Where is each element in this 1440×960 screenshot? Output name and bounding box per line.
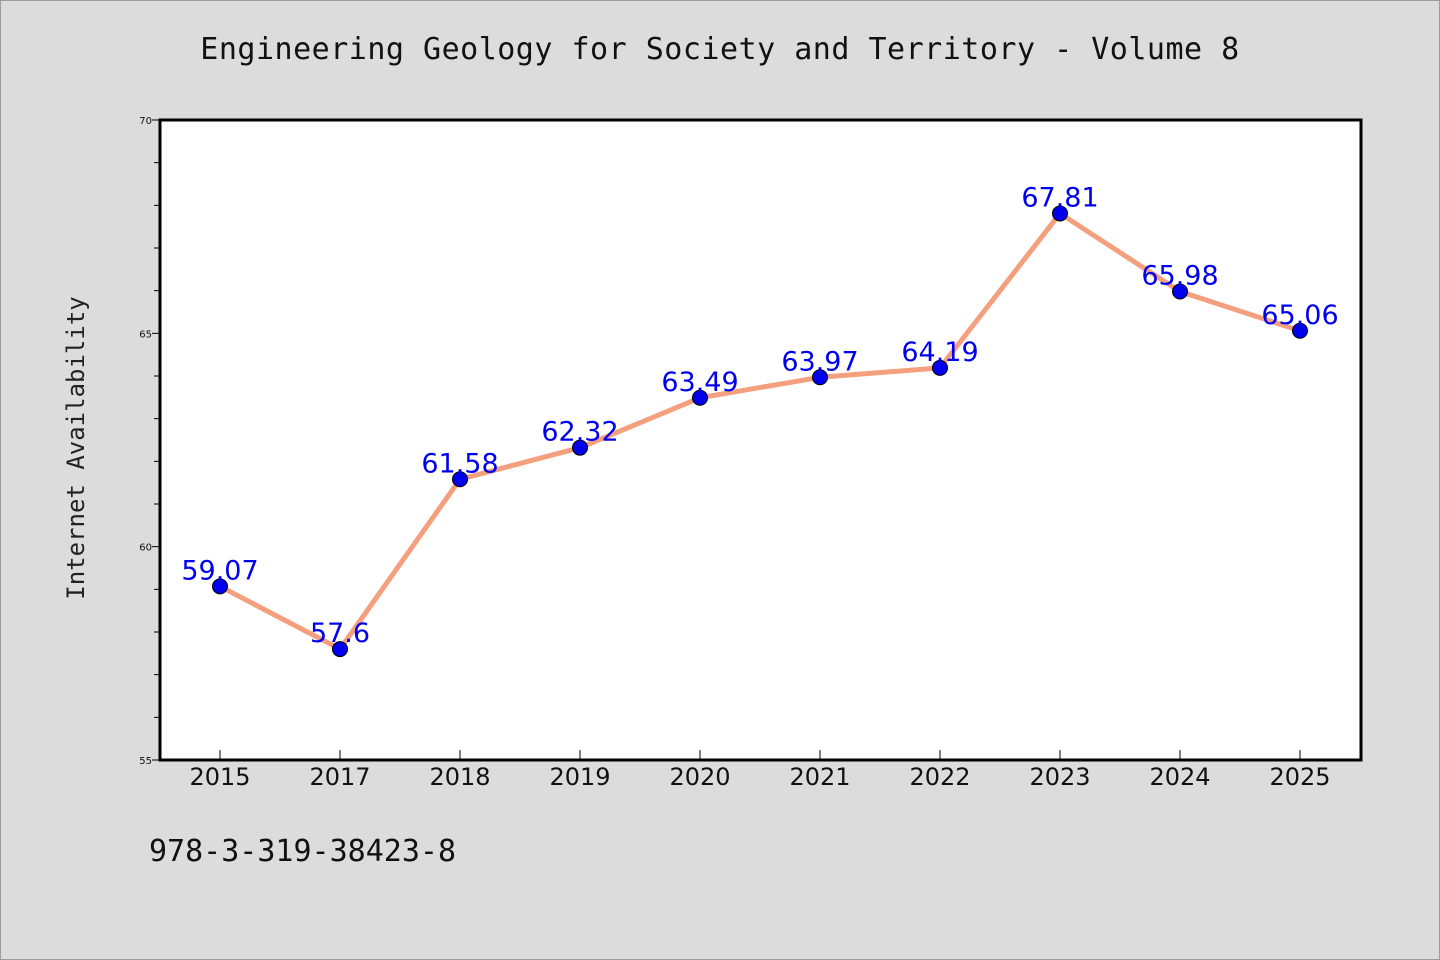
isbn-text: 978-3-319-38423-8 <box>149 834 457 869</box>
x-tick-label: 2018 <box>429 763 490 791</box>
x-tick-label: 2023 <box>1029 763 1090 791</box>
x-tick-label: 2020 <box>669 763 730 791</box>
x-tick-label: 2025 <box>1269 763 1330 791</box>
data-label: 59.07 <box>181 555 258 586</box>
x-tick-label: 2022 <box>909 763 970 791</box>
y-tick-label: 70 <box>139 116 152 127</box>
data-label: 65.06 <box>1261 300 1338 331</box>
chart-title: Engineering Geology for Society and Terr… <box>200 32 1240 67</box>
data-label: 57.6 <box>310 618 370 649</box>
x-tick-label: 2015 <box>189 763 250 791</box>
data-labels: 59.07 57.6 61.58 62.32 63.49 63.97 64.19 67.81 6… <box>181 182 1338 649</box>
x-tick-label: 2021 <box>789 763 850 791</box>
data-label: 62.32 <box>541 417 618 448</box>
series-line <box>217 210 1303 652</box>
data-point <box>332 641 348 658</box>
data-point <box>452 471 468 488</box>
data-label: 63.97 <box>781 346 858 377</box>
x-tick-label: 2024 <box>1149 763 1210 791</box>
data-point <box>932 359 948 376</box>
data-point <box>212 578 228 595</box>
x-axis-ticks: 2015 2017 2018 2019 2020 2021 2022 2023 2024 2025 <box>189 750 1331 791</box>
data-point <box>1052 205 1068 222</box>
data-point <box>812 369 828 386</box>
y-axis-ticks: 55 60 65 70 <box>139 116 160 767</box>
x-tick-label: 2019 <box>549 763 610 791</box>
plot-area <box>158 118 1363 762</box>
data-label: 61.58 <box>421 448 498 479</box>
data-label: 64.19 <box>901 337 978 368</box>
data-label: 67.81 <box>1021 182 1098 213</box>
y-tick-label: 60 <box>139 543 152 554</box>
data-point <box>692 389 708 406</box>
data-point <box>572 439 588 456</box>
y-tick-label: 65 <box>139 329 152 340</box>
y-tick-label: 55 <box>139 756 152 767</box>
data-markers <box>212 205 1308 658</box>
x-tick-label: 2017 <box>309 763 370 791</box>
data-point <box>1172 283 1188 300</box>
data-point <box>1292 322 1308 339</box>
data-label: 63.49 <box>661 367 738 398</box>
data-label: 65.98 <box>1141 261 1218 292</box>
